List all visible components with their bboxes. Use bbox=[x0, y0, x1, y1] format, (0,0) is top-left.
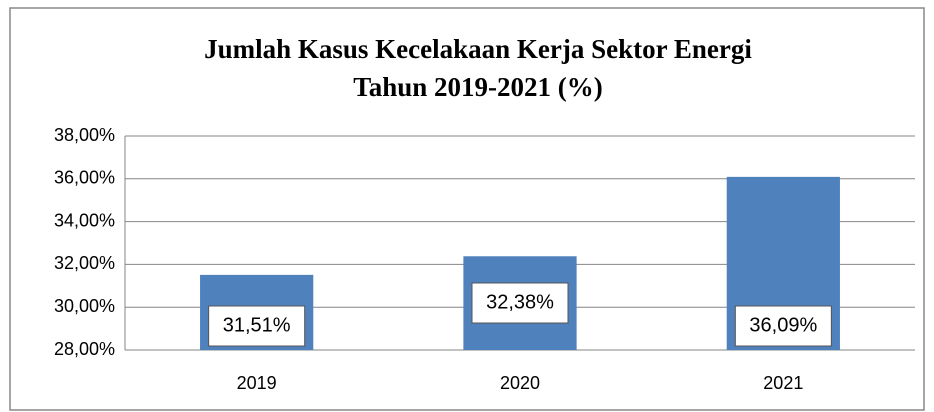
data-label: 36,09% bbox=[749, 314, 817, 336]
y-tick-label: 34,00% bbox=[54, 210, 115, 230]
y-tick-label: 32,00% bbox=[54, 253, 115, 273]
x-tick-label: 2020 bbox=[500, 373, 540, 393]
data-label-box bbox=[734, 305, 832, 347]
data-label: 31,51% bbox=[223, 314, 291, 336]
y-tick-label: 36,00% bbox=[54, 168, 115, 188]
chart-title: Jumlah Kasus Kecelakaan Kerja Sektor Ene… bbox=[204, 34, 752, 64]
chart-title: Tahun 2019-2021 (%) bbox=[353, 72, 603, 102]
data-label: 32,38% bbox=[486, 291, 554, 313]
x-tick-label: 2021 bbox=[763, 373, 803, 393]
data-label-box bbox=[471, 282, 569, 324]
data-label-box bbox=[208, 305, 306, 347]
x-tick-label: 2019 bbox=[237, 373, 277, 393]
y-tick-label: 28,00% bbox=[54, 339, 115, 359]
y-tick-label: 30,00% bbox=[54, 296, 115, 316]
y-tick-label: 38,00% bbox=[54, 125, 115, 145]
